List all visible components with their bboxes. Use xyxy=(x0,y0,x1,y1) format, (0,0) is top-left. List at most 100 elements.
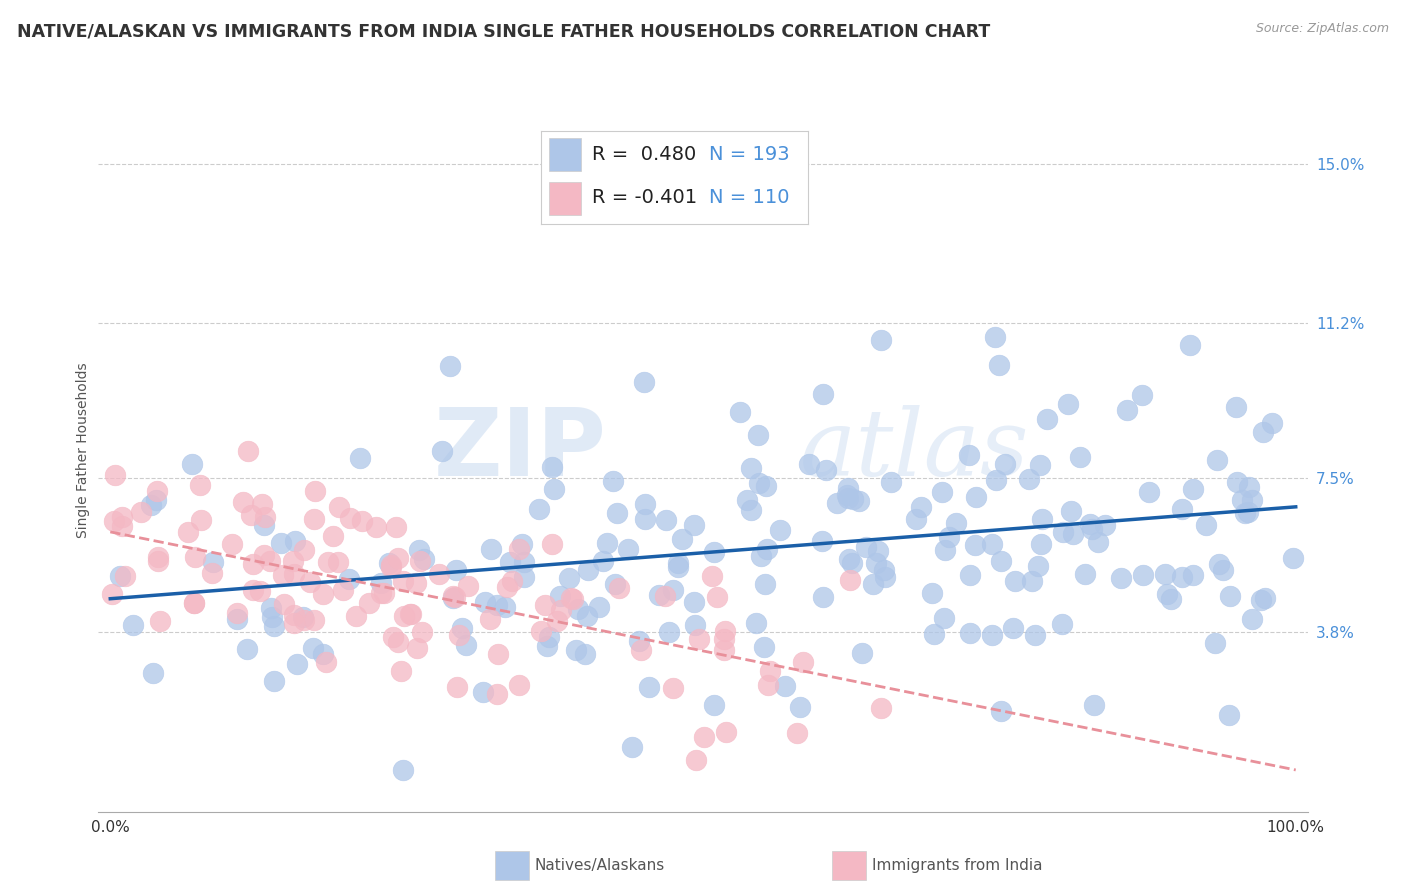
Point xyxy=(236,444,259,458)
Point xyxy=(284,534,307,549)
Point xyxy=(865,556,887,570)
Point xyxy=(592,554,614,568)
Point xyxy=(1171,501,1194,516)
Point xyxy=(273,597,295,611)
Point xyxy=(837,491,859,506)
Point xyxy=(114,569,136,583)
Point xyxy=(1001,621,1024,635)
Point xyxy=(576,608,599,623)
Point xyxy=(1226,475,1249,489)
Point xyxy=(292,542,315,557)
Point xyxy=(283,566,305,581)
Point xyxy=(662,681,685,695)
Point xyxy=(270,536,292,550)
Point xyxy=(1130,388,1153,402)
Point xyxy=(285,657,308,671)
Bar xyxy=(548,182,581,215)
Point xyxy=(1171,570,1194,584)
Point xyxy=(1050,617,1073,632)
Point xyxy=(339,510,361,524)
Point xyxy=(693,730,716,744)
Point xyxy=(406,640,429,655)
Point xyxy=(1018,472,1040,486)
Point xyxy=(242,558,264,572)
Point xyxy=(513,555,536,569)
Point xyxy=(1218,589,1240,603)
Point xyxy=(485,598,508,612)
Point xyxy=(349,451,371,466)
Point xyxy=(1195,518,1218,533)
Point xyxy=(449,628,471,642)
Point xyxy=(501,574,523,589)
Point xyxy=(201,566,224,580)
Point xyxy=(181,457,204,471)
Point xyxy=(988,358,1011,372)
Point xyxy=(1031,512,1053,526)
Point xyxy=(1021,574,1043,588)
Point xyxy=(148,549,170,564)
Point xyxy=(855,541,877,555)
Point xyxy=(370,576,392,591)
Point xyxy=(444,590,467,604)
Point xyxy=(728,405,751,419)
Point xyxy=(588,599,610,614)
Point xyxy=(225,612,247,626)
Point xyxy=(1241,612,1264,626)
Point xyxy=(1132,568,1154,582)
Point xyxy=(789,700,811,714)
Point xyxy=(842,491,865,506)
Point xyxy=(835,488,858,502)
Point xyxy=(536,639,558,653)
Point xyxy=(111,519,134,533)
Point xyxy=(499,555,522,569)
Point xyxy=(748,476,770,491)
Text: NATIVE/ALASKAN VS IMMIGRANTS FROM INDIA SINGLE FATHER HOUSEHOLDS CORRELATION CHA: NATIVE/ALASKAN VS IMMIGRANTS FROM INDIA … xyxy=(17,22,990,40)
Point xyxy=(221,537,243,551)
Point xyxy=(666,559,689,574)
Point xyxy=(359,596,381,610)
Point xyxy=(328,500,350,514)
Point xyxy=(1233,506,1256,520)
Point xyxy=(546,614,568,628)
Point xyxy=(1254,591,1277,606)
Point xyxy=(441,589,464,603)
Point xyxy=(786,726,808,740)
Point xyxy=(190,513,212,527)
Point xyxy=(530,624,553,638)
Point xyxy=(474,595,496,609)
Text: N = 193: N = 193 xyxy=(709,145,790,164)
Point xyxy=(813,591,835,605)
Point xyxy=(253,548,276,562)
Point xyxy=(662,583,685,598)
Point xyxy=(201,554,224,568)
Point xyxy=(392,608,415,623)
Point xyxy=(392,574,415,588)
Point xyxy=(714,624,737,639)
Point xyxy=(838,552,860,566)
Point xyxy=(298,574,321,589)
Point xyxy=(1225,400,1247,414)
Point xyxy=(263,618,285,632)
Point xyxy=(1087,534,1109,549)
Point xyxy=(263,673,285,688)
Point xyxy=(841,556,863,570)
Point xyxy=(562,592,585,607)
Point xyxy=(382,630,405,644)
Point xyxy=(633,375,655,389)
Point xyxy=(990,704,1012,718)
Point xyxy=(990,554,1012,568)
Point xyxy=(1212,563,1234,577)
Point xyxy=(405,575,427,590)
Point xyxy=(811,534,834,549)
Point xyxy=(1208,557,1230,571)
Point xyxy=(1153,567,1175,582)
Point xyxy=(387,634,409,648)
Point xyxy=(616,542,638,557)
Point xyxy=(1069,450,1091,464)
Point xyxy=(444,563,467,577)
Point xyxy=(959,568,981,582)
Point xyxy=(700,569,723,583)
Point xyxy=(921,585,943,599)
Point xyxy=(671,533,693,547)
Point xyxy=(905,511,928,525)
